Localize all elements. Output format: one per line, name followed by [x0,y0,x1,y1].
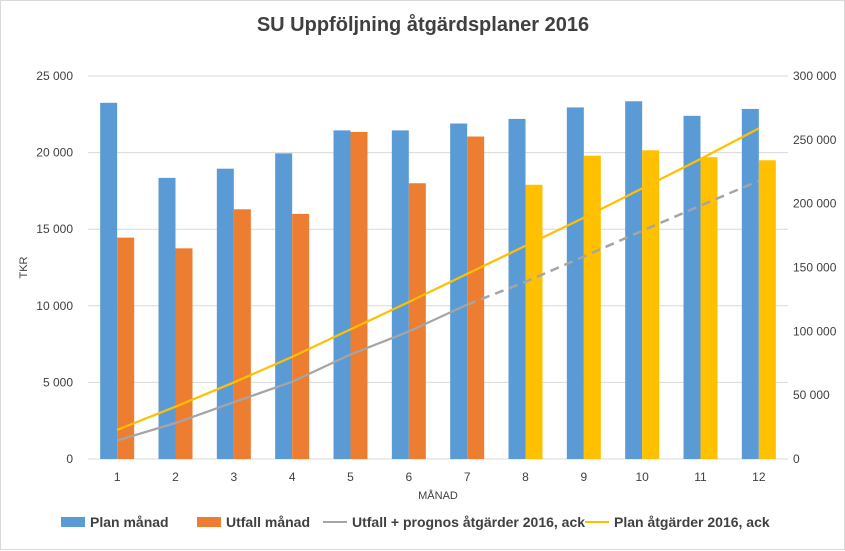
x-tick-label: 5 [347,470,354,484]
bar-utfall-manad [350,131,368,459]
bar-plan-manad [158,177,176,460]
bar-plan-manad [741,108,759,460]
bar-utfall-manad [758,160,776,459]
x-tick-label: 9 [580,470,587,484]
x-tick-label: 4 [289,470,296,484]
bar-utfall-manad [700,157,718,460]
legend-label: Utfall månad [226,514,310,530]
bar-utfall-manad [642,150,660,459]
y2-tick-label: 300 000 [793,69,837,83]
y2-tick-label: 200 000 [793,197,837,211]
legend-label: Plan månad [90,514,169,530]
x-tick-label: 6 [405,470,412,484]
x-tick-label: 12 [752,470,766,484]
bar-utfall-manad [292,213,310,459]
bar-utfall-manad [175,248,193,459]
bar-utfall-manad [117,237,135,459]
x-tick-label: 11 [694,470,707,484]
bar-utfall-manad [408,183,426,460]
gridlines [88,75,788,460]
axes: 0 5 000 10 000 15 000 20 000 25 000 0 50 000 100… [36,69,836,484]
y2-tick-label: 250 000 [793,133,837,147]
bar-utfall-manad [583,155,601,459]
bar-plan-manad [450,123,468,459]
x-axis-label: MÅNAD [418,489,458,502]
y-tick-label: 0 [66,452,73,466]
bar-plan-manad [683,115,701,459]
bar-plan-manad [216,168,234,459]
line-utfall-prognos-dashed [466,179,760,306]
bar-plan-manad [275,153,293,459]
bar-plan-manad [333,130,351,460]
legend-label: Utfall + prognos åtgärder 2016, ack [352,514,585,530]
y2-tick-label: 0 [793,452,800,466]
line-utfall-prognos-solid [116,303,468,442]
legend-swatch [61,517,85,527]
y-tick-label: 10 000 [36,299,73,313]
legend-swatch [197,517,221,527]
bar-plan-manad [391,130,409,460]
y2-tick-label: 100 000 [793,324,837,338]
y2-tick-label: 50 000 [793,388,830,402]
x-tick-label: 3 [230,470,237,484]
legend-label: Plan åtgärder 2016, ack [614,514,770,530]
x-tick-label: 1 [114,470,121,484]
bar-utfall-manad [467,136,485,459]
bar-utfall-manad [233,209,251,459]
chart-title: SU Uppföljning åtgärdsplaner 2016 [257,13,589,36]
x-tick-label: 10 [635,470,649,484]
bar-utfall-manad [525,184,543,459]
y-tick-label: 5 000 [43,375,73,389]
bar-plan-manad [566,107,584,459]
y-axis-label: TKR [18,256,30,278]
lines [116,127,760,442]
x-tick-label: 7 [464,470,471,484]
y-tick-label: 15 000 [36,222,73,236]
legend: Plan månad Utfall månad Utfall + prognos å… [61,514,770,530]
y-tick-label: 25 000 [36,69,73,83]
x-tick-label: 8 [522,470,529,484]
bar-plan-manad [625,101,643,459]
line-plan-atgarder [116,127,760,431]
x-tick-label: 2 [172,470,179,484]
y2-tick-label: 150 000 [793,261,837,275]
bar-plan-manad [508,118,526,460]
bar-plan-manad [100,102,118,459]
bars [100,101,776,460]
y-tick-label: 20 000 [36,146,73,160]
